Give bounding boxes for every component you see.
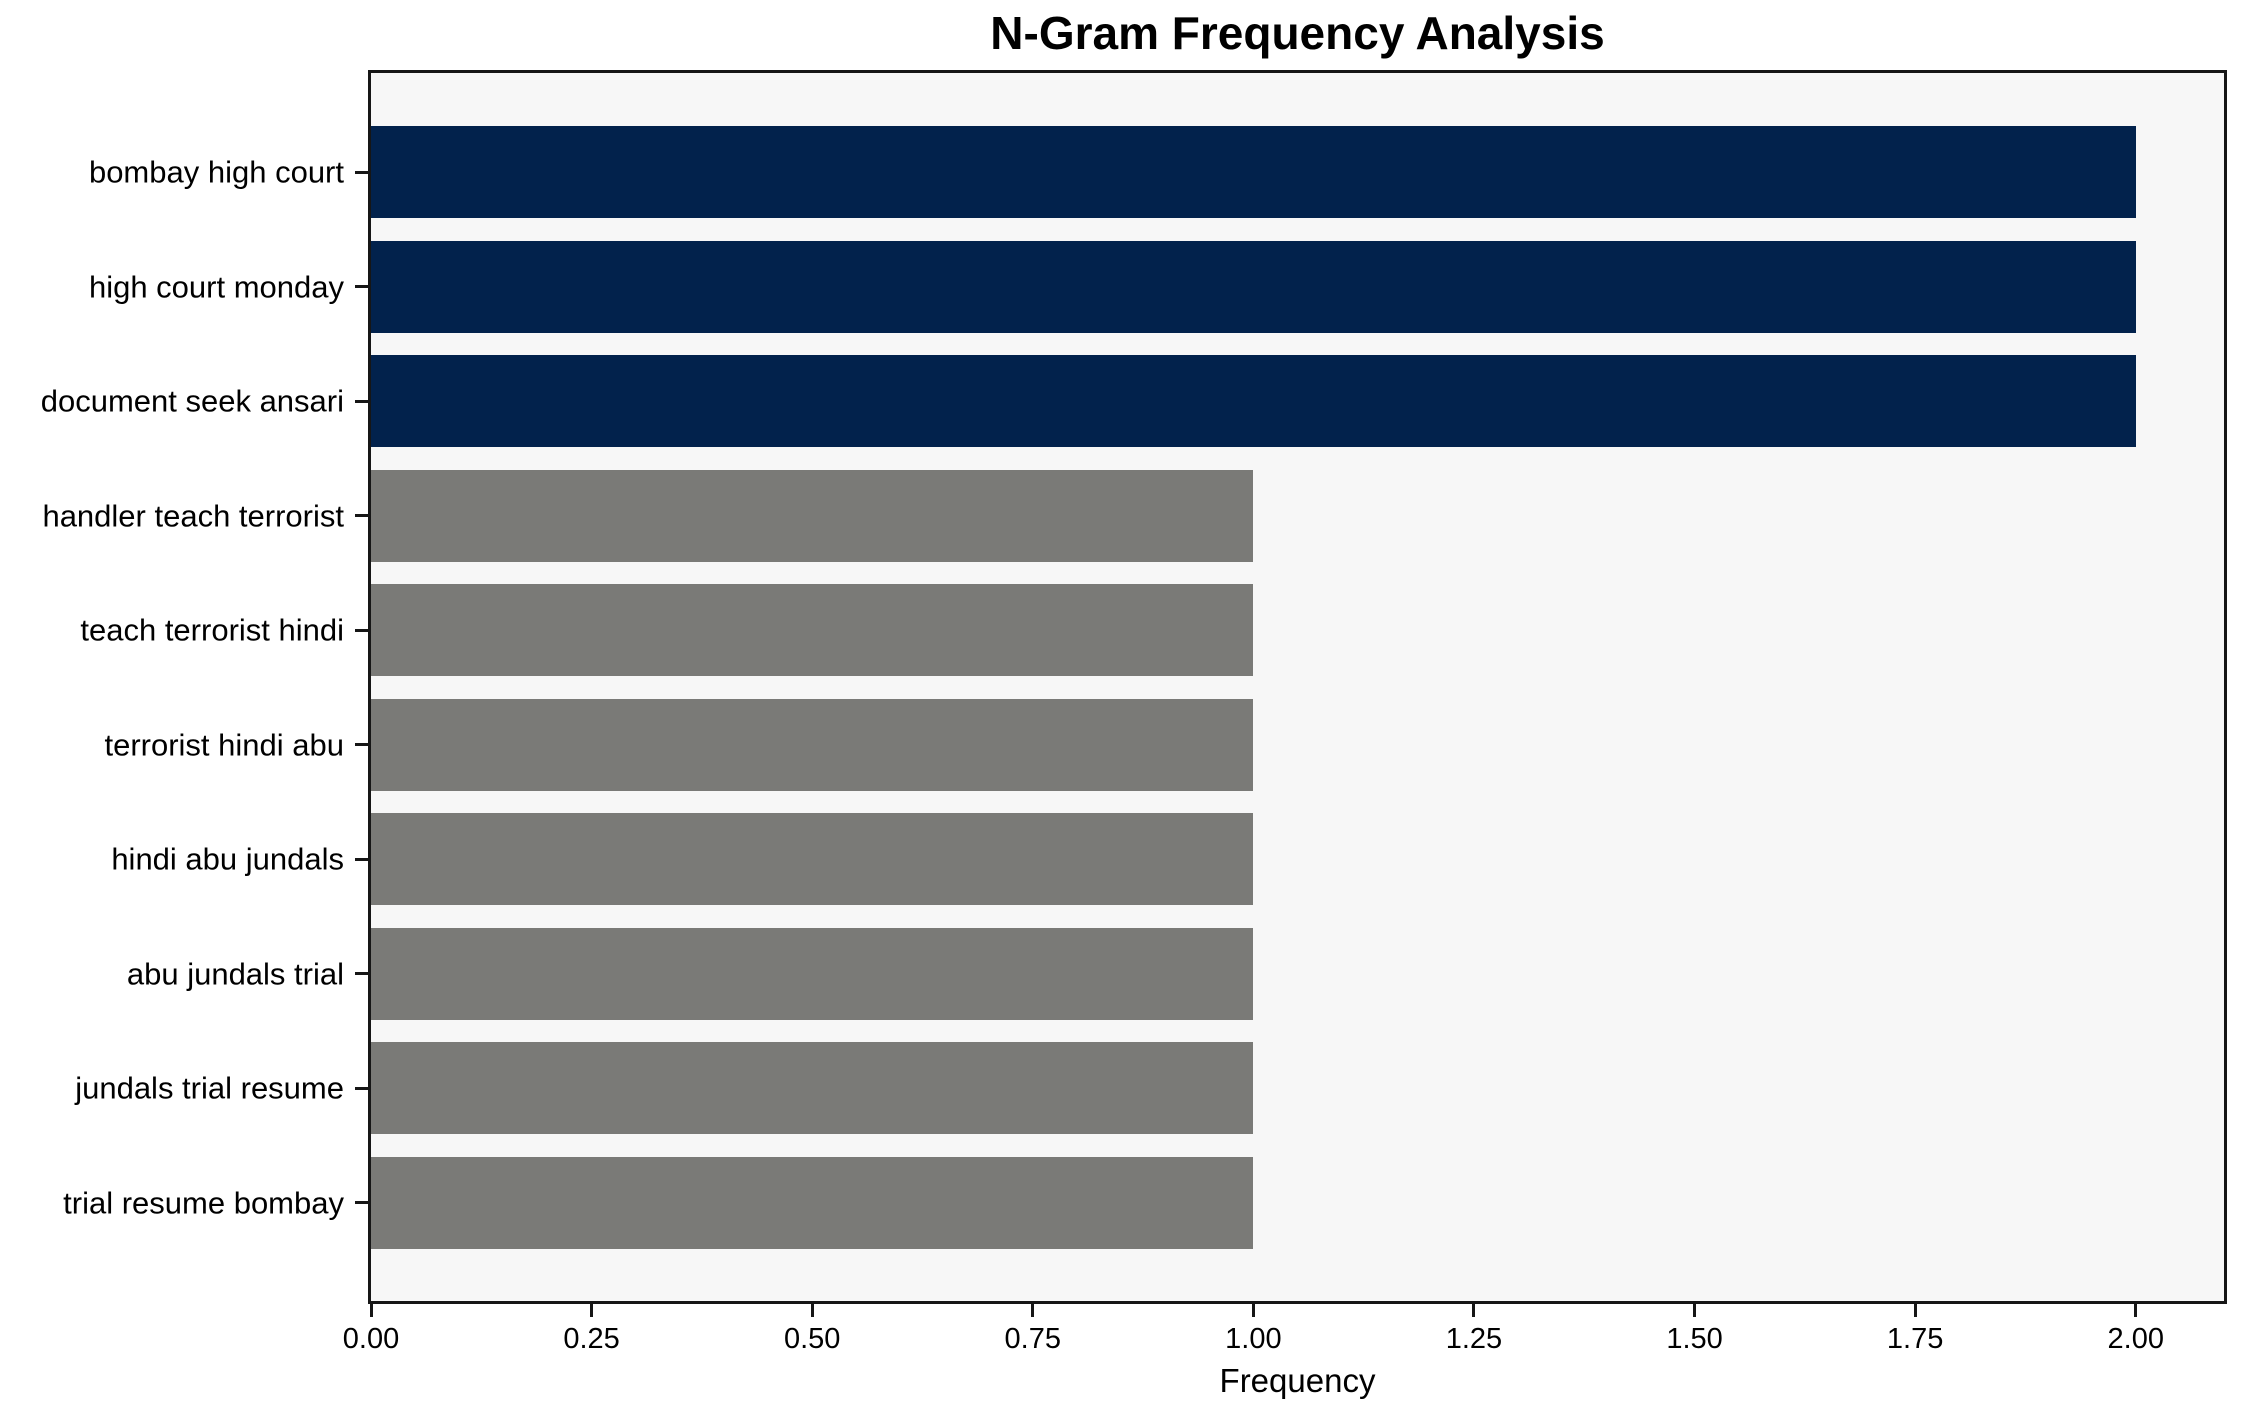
bar-jundals-trial-resume (371, 1042, 1253, 1134)
x-tick-label: 2.00 (2107, 1323, 2164, 1355)
bar-document-seek-ansari (371, 355, 2136, 447)
y-tick-mark (355, 1086, 368, 1090)
x-tick-mark (590, 1304, 594, 1317)
bar-abu-jundals-trial (371, 927, 1253, 1020)
bar-high-court-monday (371, 240, 2136, 333)
x-tick-mark (810, 1304, 814, 1317)
x-tick-label: 1.50 (1666, 1323, 1723, 1355)
bar-terrorist-hindi-abu (371, 698, 1253, 791)
x-tick-mark (1693, 1304, 1697, 1317)
y-tick-mark (355, 170, 368, 174)
chart-title: N-Gram Frequency Analysis (990, 7, 1605, 59)
x-tick-mark (1472, 1304, 1476, 1317)
x-tick-mark (1031, 1304, 1035, 1317)
plot-area (368, 70, 2227, 1304)
y-tick-label: hindi abu jundals (111, 841, 344, 877)
x-tick-label: 0.25 (563, 1323, 620, 1355)
x-tick-label: 0.75 (1004, 1323, 1062, 1355)
y-tick-label: abu jundals trial (126, 956, 344, 991)
x-tick-mark (1251, 1304, 1255, 1317)
bar-trial-resume-bombay (371, 1156, 1253, 1249)
y-tick-mark (355, 399, 368, 403)
bar-bombay-high-court (371, 126, 2136, 218)
x-tick-label: 0.00 (342, 1323, 400, 1355)
bar-hindi-abu-jundals (371, 813, 1253, 905)
x-tick-label: 1.25 (1445, 1323, 1503, 1355)
bar-teach-terrorist-hindi (371, 584, 1253, 676)
y-tick-label: bombay high court (88, 154, 344, 190)
x-tick-label: 0.50 (783, 1323, 841, 1355)
x-tick-mark (369, 1304, 373, 1317)
y-tick-label: document seek ansari (40, 383, 344, 419)
x-tick-label: 1.00 (1225, 1323, 1282, 1355)
y-tick-mark (355, 972, 368, 975)
bar-handler-teach-terrorist (371, 469, 1253, 562)
y-tick-mark (355, 1201, 368, 1204)
y-tick-label: teach terrorist hindi (80, 612, 344, 648)
x-tick-label: 1.75 (1886, 1323, 1944, 1355)
y-tick-mark (355, 628, 368, 632)
y-tick-mark (355, 857, 368, 861)
x-axis-label: Frequency (1219, 1362, 1376, 1399)
y-tick-label: trial resume bombay (63, 1185, 344, 1220)
y-tick-label: terrorist hindi abu (104, 727, 344, 762)
y-tick-mark (355, 743, 368, 746)
y-tick-mark (355, 285, 368, 288)
y-tick-label: jundals trial resume (75, 1070, 344, 1106)
y-tick-label: handler teach terrorist (42, 498, 344, 533)
x-tick-mark (2134, 1304, 2138, 1317)
y-tick-label: high court monday (88, 269, 344, 304)
y-tick-mark (355, 514, 368, 517)
x-tick-mark (1913, 1304, 1917, 1317)
